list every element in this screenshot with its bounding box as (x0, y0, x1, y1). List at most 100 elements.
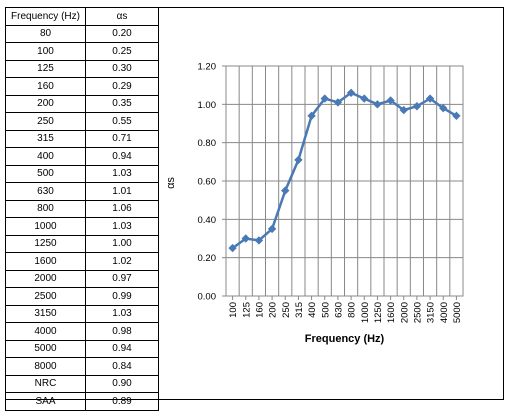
data-point-marker (281, 186, 290, 195)
frequency-cell: 315 (5, 129, 86, 148)
x-tick-label: 100 (228, 302, 239, 318)
y-tick-label: 1.20 (198, 62, 217, 73)
data-point-marker (294, 155, 303, 165)
x-axis-ticks: 100 125 160 200 250 315 400 500 630 800 1000 1250 16… (228, 296, 463, 323)
alpha-s-cell: 1.00 (85, 234, 159, 253)
frequency-cell: 1250 (5, 234, 86, 253)
table-row: 200 0.35 (5, 94, 159, 113)
y-tick-label: 0.60 (198, 177, 217, 188)
data-point-marker (228, 243, 237, 253)
alpha-s-cell: 0.20 (85, 24, 159, 43)
frequency-cell: 400 (5, 147, 86, 166)
alpha-s-cell: 0.55 (85, 112, 159, 131)
table-row: 3150 1.03 (5, 304, 159, 323)
alpha-s-cell: 0.90 (85, 374, 159, 393)
data-point-marker (333, 98, 343, 107)
data-point-marker (254, 236, 264, 245)
x-axis-label: Frequency (Hz) (305, 333, 385, 345)
data-point-marker (360, 94, 369, 103)
x-tick-label: 2500 (412, 302, 423, 323)
table-row: NRC 0.90 (5, 374, 159, 393)
table-header-row: Frequency (Hz) αs (5, 7, 159, 26)
table-row: 630 1.01 (5, 182, 159, 201)
frequency-cell: 5000 (5, 339, 86, 358)
x-tick-label: 630 (333, 302, 344, 318)
table-row: 500 1.03 (5, 164, 159, 183)
alpha-s-cell: 0.98 (85, 322, 159, 341)
table-row: 8000 0.84 (5, 357, 159, 376)
x-tick-label: 250 (281, 302, 292, 318)
table-row: 5000 0.94 (5, 339, 159, 358)
y-tick-label: 1.00 (198, 100, 217, 111)
table-row: 125 0.30 (5, 59, 159, 78)
frequency-cell: 800 (5, 199, 86, 218)
alpha-s-cell: 0.29 (85, 77, 159, 96)
y-tick-label: 0.80 (198, 138, 217, 149)
frequency-cell: 4000 (5, 322, 86, 341)
data-point-marker (425, 94, 435, 103)
x-tick-label: 800 (347, 302, 358, 318)
x-tick-label: 3150 (426, 302, 437, 323)
alpha-s-cell: 0.94 (85, 339, 159, 358)
alpha-s-cell: 0.30 (85, 59, 159, 78)
alpha-s-cell: 0.94 (85, 147, 159, 166)
table-row: 800 1.06 (5, 199, 159, 218)
frequency-cell: 3150 (5, 304, 86, 323)
frequency-cell: 160 (5, 77, 86, 96)
x-tick-label: 1000 (360, 302, 371, 323)
series-markers (228, 88, 461, 253)
alpha-s-cell: 1.03 (85, 217, 159, 236)
frequency-cell: NRC (5, 374, 86, 393)
data-point-marker (307, 111, 316, 121)
x-tick-label: 315 (294, 302, 305, 318)
data-point-marker (241, 234, 250, 243)
frequency-cell: 630 (5, 182, 86, 201)
header-frequency: Frequency (Hz) (5, 7, 86, 26)
frequency-cell: 80 (5, 24, 86, 43)
data-point-marker (439, 103, 448, 113)
table-row: 4000 0.98 (5, 322, 159, 341)
absorption-data-table: Frequency (Hz) αs 80 0.20 100 0.25 125 0.30 16… (5, 7, 159, 411)
header-alpha-s: αs (85, 7, 159, 26)
alpha-s-cell: 0.35 (85, 94, 159, 113)
alpha-s-cell: 0.99 (85, 287, 159, 306)
x-tick-label: 2000 (399, 302, 410, 323)
y-axis-label: αs (165, 177, 177, 189)
frequency-cell: 8000 (5, 357, 86, 376)
alpha-s-cell: 1.03 (85, 164, 159, 183)
alpha-s-cell: 1.03 (85, 304, 159, 323)
data-point-marker (320, 94, 329, 103)
frequency-cell: 500 (5, 164, 86, 183)
x-tick-label: 1250 (373, 302, 384, 323)
table-row: SAA 0.89 (5, 392, 159, 411)
x-tick-label: 1600 (386, 302, 397, 323)
y-tick-label: 0.20 (198, 253, 217, 264)
x-tick-label: 500 (320, 302, 331, 318)
frequency-cell: 125 (5, 59, 86, 78)
table-row: 2500 0.99 (5, 287, 159, 306)
alpha-s-cell: 0.84 (85, 357, 159, 376)
table-body: 80 0.20 100 0.25 125 0.30 160 0.29 200 0.35 250 0.5… (5, 24, 159, 411)
alpha-s-cell: 0.89 (85, 392, 159, 411)
x-tick-label: 4000 (439, 302, 450, 323)
alpha-s-cell: 1.01 (85, 182, 159, 201)
alpha-s-cell: 1.06 (85, 199, 159, 218)
data-point-marker (399, 105, 408, 115)
data-point-marker (267, 224, 277, 234)
frequency-cell: 1600 (5, 252, 86, 271)
y-tick-label: 0.00 (198, 292, 217, 303)
data-point-marker (412, 102, 422, 111)
absorption-chart: 0.000.200.400.600.801.001.20 100 125 160 20… (165, 62, 464, 345)
frequency-cell: SAA (5, 392, 86, 411)
frequency-cell: 200 (5, 94, 86, 113)
frequency-cell: 2500 (5, 287, 86, 306)
table-row: 315 0.71 (5, 129, 159, 148)
data-point-marker (373, 100, 382, 109)
table-row: 1000 1.03 (5, 217, 159, 236)
frequency-cell: 100 (5, 42, 86, 61)
table-row: 1250 1.00 (5, 234, 159, 253)
table-row: 400 0.94 (5, 147, 159, 166)
data-point-marker (386, 96, 395, 105)
frequency-cell: 2000 (5, 269, 86, 288)
table-row: 250 0.55 (5, 112, 159, 131)
